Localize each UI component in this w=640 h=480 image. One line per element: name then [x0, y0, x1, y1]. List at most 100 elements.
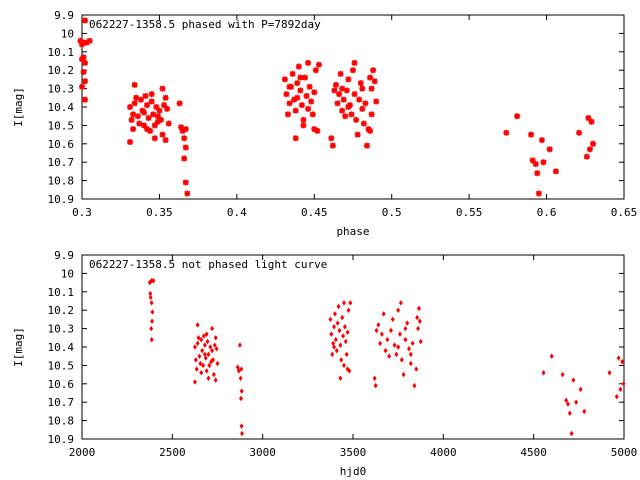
phased-x-tick-label: 0.4 [227, 206, 247, 219]
phased-data-point [151, 135, 158, 142]
phased-data-point [148, 91, 155, 98]
phased-data-point [312, 67, 319, 74]
unphased-data-point [192, 379, 197, 385]
unphased-data-point [607, 370, 612, 376]
phased-data-point [133, 94, 140, 101]
unphased-data-point [403, 336, 408, 343]
phased-data-point [148, 98, 155, 105]
unphased-data-point [341, 362, 346, 369]
unphased-data-point [616, 355, 621, 361]
unphased-data-point [202, 342, 207, 348]
phased-data-point [339, 85, 346, 92]
phased-data-point [181, 155, 188, 162]
unphased-data-point [205, 338, 210, 345]
phased-data-point [142, 92, 149, 99]
unphased-y-axis-label: I[mag] [12, 327, 25, 367]
unphased-data-point [549, 353, 554, 359]
phased-data-point [82, 78, 89, 85]
phased-data-point [295, 63, 302, 70]
phased-data-point [150, 111, 157, 118]
phased-data-point [144, 102, 151, 109]
unphased-data-point [196, 335, 201, 341]
phased-x-tick-label: 0.45 [301, 206, 328, 219]
unphased-data-point [373, 382, 378, 389]
unphased-data-point [578, 386, 583, 393]
unphased-data-point [410, 340, 415, 347]
phased-data-point [351, 59, 358, 66]
unphased-data-point [343, 338, 348, 345]
phased-data-point [337, 70, 344, 77]
phased-data-point [314, 127, 321, 134]
phased-data-point [131, 100, 138, 107]
unphased-data-point [341, 300, 346, 306]
phased-y-tick-label: 10.3 [48, 83, 75, 96]
unphased-data-point [204, 368, 209, 374]
phased-data-point [588, 118, 595, 125]
unphased-data-point [416, 305, 421, 312]
phased-data-point [359, 105, 366, 112]
phased-data-point [546, 146, 553, 153]
unphased-data-point [336, 303, 341, 310]
phased-data-point [359, 85, 366, 92]
phased-data-point [130, 126, 137, 133]
unphased-data-point [394, 351, 399, 358]
unphased-data-point [381, 311, 386, 317]
unphased-data-point [582, 408, 587, 415]
phased-chart-title: 062227-1358.5 phased with P=7892day [89, 18, 321, 31]
unphased-data-point [192, 344, 197, 350]
phased-data-point [137, 96, 144, 103]
phased-y-tick-label: 10.7 [48, 156, 75, 169]
phased-data-point [351, 91, 358, 98]
phased-data-point [305, 105, 312, 112]
phased-data-point [294, 80, 301, 87]
unphased-data-point [414, 366, 419, 372]
unphased-data-point [328, 316, 333, 323]
unphased-data-point [412, 382, 417, 389]
unphased-data-point [194, 366, 199, 372]
phased-data-point [281, 76, 288, 83]
phased-data-point [140, 122, 147, 129]
phased-x-tick-label: 0.55 [456, 206, 483, 219]
unphased-data-point [206, 375, 211, 381]
unphased-data-point [150, 318, 155, 324]
phased-data-point [154, 118, 161, 125]
phased-data-point [140, 109, 147, 116]
phased-data-point [153, 104, 160, 110]
phased-data-point [354, 131, 361, 138]
phased-data-point [514, 113, 521, 120]
unphased-data-point [338, 375, 343, 381]
phased-y-axis-label: I[mag] [12, 87, 25, 127]
unphased-x-tick-label: 2500 [159, 446, 186, 459]
phased-data-point [348, 111, 355, 118]
unphased-data-point [238, 375, 243, 381]
phased-data-point [82, 17, 89, 24]
phased-x-axis-label: phase [336, 225, 369, 238]
unphased-data-point [346, 307, 351, 313]
unphased-data-point [210, 325, 215, 332]
unphased-data-point [392, 342, 397, 348]
phased-data-point [77, 37, 84, 44]
unphased-data-point [337, 327, 342, 334]
unphased-data-point [335, 320, 340, 326]
phased-x-tick-label: 0.5 [382, 206, 402, 219]
phased-data-point [356, 96, 363, 103]
unphased-data-point [237, 342, 242, 348]
phased-data-point [162, 137, 169, 144]
phased-data-point [156, 107, 163, 114]
phased-data-point [182, 144, 189, 151]
phased-data-point [368, 85, 375, 92]
phased-data-point [136, 120, 143, 127]
phased-data-point [353, 116, 360, 123]
phased-data-point [291, 96, 298, 103]
phased-y-tick-label: 10.2 [48, 64, 75, 77]
unphased-data-point [416, 325, 421, 332]
phased-data-point [350, 67, 356, 74]
unphased-data-point [569, 430, 574, 437]
unphased-data-point [195, 340, 200, 347]
unphased-y-tick-label: 10.8 [48, 415, 75, 428]
unphased-light-curve-panel: 2000 2500 3000 3500 4000 4500 5000 9.9 10 10.1 10.… [12, 249, 637, 478]
phased-data-point [345, 76, 352, 83]
unphased-data-point [566, 401, 570, 407]
phased-data-point [178, 124, 185, 131]
phased-data-point [529, 157, 536, 164]
